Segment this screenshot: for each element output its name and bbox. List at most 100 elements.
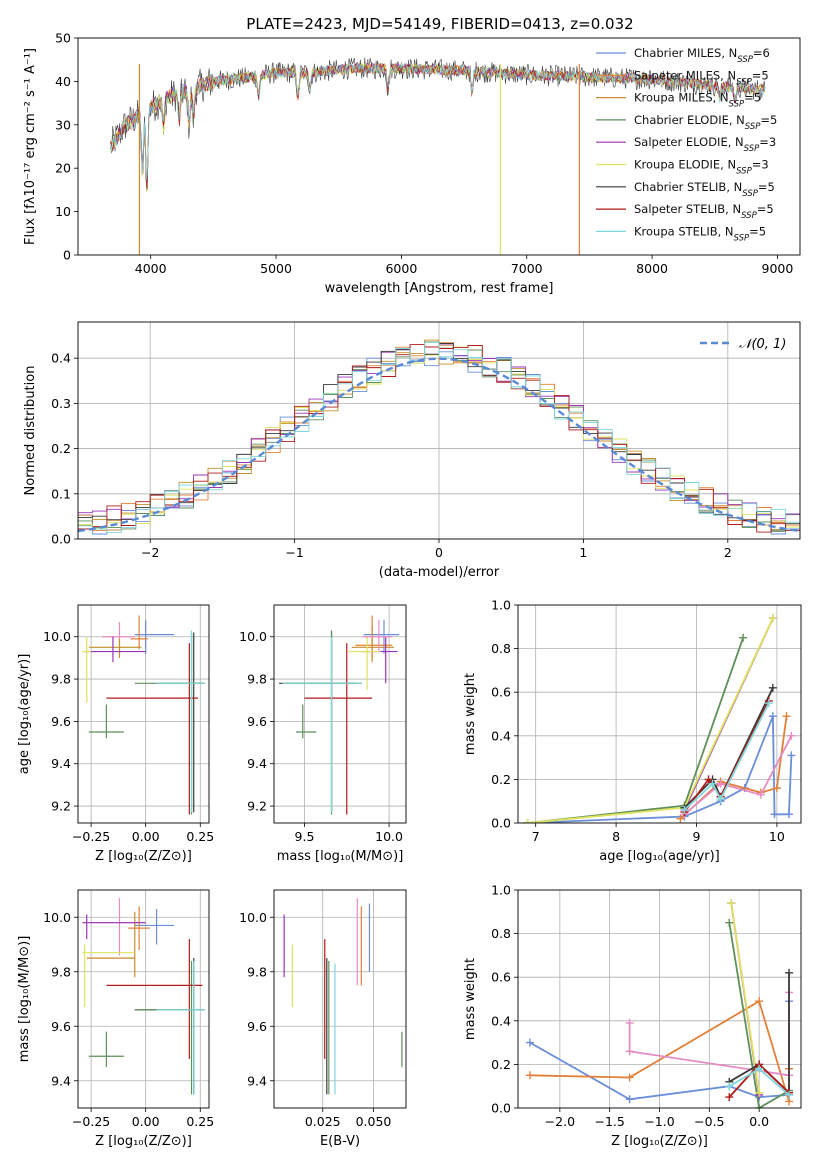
x-axis-label: Z [log₁₀(Z/Z⊙)]	[95, 1134, 192, 1149]
errorbar-point	[106, 939, 203, 1059]
plot-area	[110, 57, 766, 255]
series-marker	[525, 1071, 534, 1080]
x-tick-label: −1	[285, 545, 303, 560]
errorbar-point	[279, 632, 357, 813]
series-marker	[755, 997, 764, 1006]
y-tick-label: 0.8	[491, 641, 511, 656]
series-marker	[625, 1095, 634, 1104]
y-tick-label: 9.8	[247, 964, 267, 979]
series-marker	[755, 1104, 764, 1108]
series-kroupa-stelib	[680, 699, 773, 814]
y-tick-label: 0	[63, 248, 71, 263]
y-tick-label: 30	[55, 117, 71, 132]
errorbar-point	[284, 630, 362, 815]
series-line	[728, 922, 790, 1108]
legend-label: Kroupa ELODIE, NSSP=3	[634, 158, 769, 177]
y-tick-label: 0.0	[491, 816, 511, 831]
series-marker	[764, 699, 773, 708]
legend-label: Chabrier STELIB, NSSP=5	[634, 180, 775, 199]
axes-frame	[77, 37, 801, 256]
x-axis-label: (data-model)/error	[379, 565, 500, 580]
series-marker	[625, 1018, 634, 1027]
y-axis-label: mass weight	[463, 673, 478, 755]
plot-area	[518, 890, 801, 1108]
legend-label: 𝒩(0, 1)	[739, 337, 786, 352]
series-marker	[704, 775, 713, 784]
axes-frame	[77, 604, 210, 824]
panel-mass-vs-EBV: 0.025 0.050 9.4 9.6 9.8 10.0 E(B-V)	[239, 889, 407, 1149]
y-tick-label: 40	[55, 74, 71, 89]
y-tick-label: 0.6	[491, 970, 511, 985]
x-tick-label: 9000	[762, 261, 794, 276]
x-tick-label: −0.25	[72, 829, 110, 844]
y-tick-label: 0.4	[491, 728, 511, 743]
axes-frame	[273, 889, 407, 1109]
x-tick-label: 0.00	[132, 829, 160, 844]
panel-age-vs-Z: −0.25 0.00 0.25 9.2 9.4 9.6 9.8 10.0 Z [log₁₀(Z/…	[17, 604, 214, 864]
series-line	[683, 702, 770, 811]
plot-area	[518, 605, 801, 823]
figure-title: PLATE=2423, MJD=54149, FIBERID=0413, z=0…	[246, 15, 633, 33]
legend-label: Kroupa STELIB, NSSP=5	[634, 224, 766, 243]
y-tick-label: 10.0	[43, 910, 71, 925]
x-tick-label: −1.5	[594, 1114, 624, 1129]
errorbar-point	[156, 632, 205, 813]
plot-area	[274, 605, 406, 823]
plot-area	[274, 890, 406, 1108]
errorbar-point	[88, 898, 146, 956]
errorbar-point	[106, 643, 199, 815]
x-tick-label: 8000	[636, 261, 668, 276]
y-tick-label: 9.4	[247, 756, 267, 771]
errorbar-point	[84, 636, 146, 663]
y-tick-label: 9.6	[51, 1019, 71, 1034]
series-marker	[787, 731, 796, 740]
x-tick-label: 9	[693, 829, 701, 844]
errorbar-point	[88, 638, 142, 658]
x-axis-label: mass [log₁₀(M/M⊙)]	[277, 849, 404, 864]
y-tick-label: 0.1	[51, 486, 71, 501]
x-tick-label: −0.25	[72, 1114, 110, 1129]
series-marker	[770, 810, 779, 819]
series-marker	[716, 795, 725, 804]
panel-mass-weight-vs-Z: −2.0 −1.5 −1.0 −0.5 0.0 0.0 0.2 0.4 0.6 0.8 1.0 Z […	[463, 883, 802, 1149]
spectrum-line	[110, 62, 766, 180]
x-tick-label: 0	[435, 545, 443, 560]
panel-spectrum: 4000 5000 6000 7000 8000 9000 0 10 20 30 40 50 wavel…	[23, 31, 801, 296]
y-tick-label: 0.8	[491, 926, 511, 941]
errorbar-point	[156, 960, 205, 1095]
x-axis-label: wavelength [Angstrom, rest frame]	[325, 281, 554, 296]
series-marker	[676, 814, 685, 823]
x-tick-label: 9.5	[295, 829, 315, 844]
x-tick-label: 2	[724, 545, 732, 560]
x-tick-label: 4000	[135, 261, 167, 276]
series-kroupa-elodie	[727, 899, 764, 1097]
legend-label: Salpeter STELIB, NSSP=5	[634, 202, 774, 221]
x-tick-label: 10	[769, 829, 785, 844]
y-axis-label: mass weight	[463, 958, 478, 1040]
x-tick-label: 6000	[385, 261, 417, 276]
errorbar-point	[82, 944, 135, 1008]
y-tick-label: 20	[55, 161, 71, 176]
legend-label: Salpeter ELODIE, NSSP=3	[634, 135, 776, 154]
x-tick-label: 0.25	[186, 1114, 214, 1129]
y-axis-label: Normed distribution	[23, 366, 38, 496]
y-tick-label: 9.6	[247, 714, 267, 729]
axes-frame	[517, 889, 802, 1109]
series-marker	[523, 819, 532, 823]
y-axis-label: mass [log₁₀(M/M⊙)]	[17, 936, 32, 1063]
series-marker	[768, 683, 777, 692]
errorbar-point	[156, 630, 205, 813]
y-tick-label: 50	[55, 31, 71, 46]
series-kroupa-stelib	[725, 1064, 794, 1099]
errorbar-point	[130, 615, 148, 650]
y-tick-label: 10.0	[43, 629, 71, 644]
errorbar-point	[348, 636, 381, 690]
normal-reference-curve	[78, 357, 800, 533]
x-axis-label: age [log₁₀(age/yr)]	[599, 849, 720, 864]
x-tick-label: −2	[141, 545, 159, 560]
x-tick-label: 0.0	[749, 1114, 769, 1129]
series-marker	[708, 779, 717, 788]
series-marker	[768, 712, 777, 721]
y-tick-label: 0.4	[491, 1013, 511, 1028]
